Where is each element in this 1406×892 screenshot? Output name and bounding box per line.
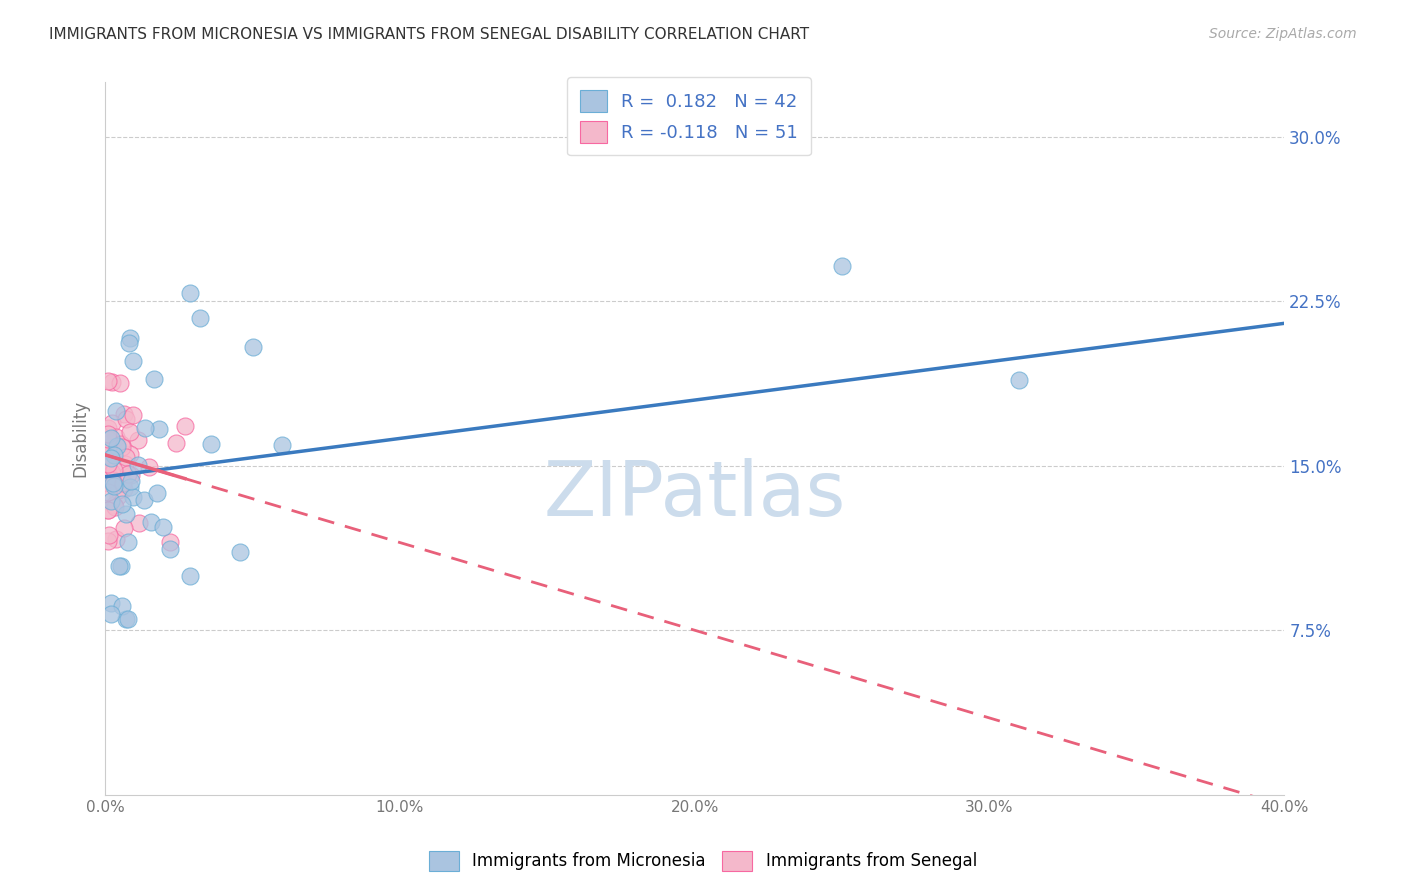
Point	[138, 460, 160, 475]
Point	[114, 411, 136, 425]
Text: ZIPatlas: ZIPatlas	[544, 458, 846, 533]
Point	[134, 493, 156, 508]
Point	[134, 421, 156, 435]
Point	[97, 433, 120, 447]
Point	[118, 425, 141, 439]
Point	[118, 336, 141, 351]
Point	[159, 535, 181, 549]
Point	[101, 375, 124, 389]
Point	[101, 416, 124, 430]
Point	[100, 443, 122, 458]
Point	[100, 596, 122, 610]
Point	[105, 430, 128, 444]
Point	[107, 439, 129, 453]
Point	[120, 468, 142, 483]
Point	[139, 515, 162, 529]
Point	[229, 544, 252, 558]
Point	[1008, 372, 1031, 386]
Point	[120, 474, 142, 488]
Point	[179, 569, 201, 583]
Point	[103, 448, 125, 462]
Point	[112, 521, 135, 535]
Point	[122, 409, 145, 423]
Point	[110, 559, 132, 574]
Point	[127, 433, 149, 447]
Point	[115, 508, 138, 522]
Point	[111, 441, 134, 455]
Point	[110, 436, 132, 450]
Point	[112, 475, 135, 490]
Point	[103, 476, 125, 491]
Point	[107, 483, 129, 497]
Point	[103, 479, 125, 493]
Point	[159, 541, 181, 556]
Point	[143, 372, 166, 386]
Point	[111, 473, 134, 487]
Point	[127, 458, 149, 472]
Point	[165, 435, 187, 450]
Point	[97, 503, 120, 517]
Point	[101, 469, 124, 483]
Legend: R =  0.182   N = 42, R = -0.118   N = 51: R = 0.182 N = 42, R = -0.118 N = 51	[567, 77, 811, 155]
Point	[114, 612, 136, 626]
Point	[105, 439, 128, 453]
Point	[97, 475, 120, 490]
Point	[831, 259, 853, 273]
Point	[118, 480, 141, 494]
Text: Source: ZipAtlas.com: Source: ZipAtlas.com	[1209, 27, 1357, 41]
Point	[242, 340, 264, 354]
Point	[100, 450, 122, 465]
Point	[117, 467, 139, 481]
Point	[101, 473, 124, 487]
Point	[271, 438, 294, 452]
Point	[97, 503, 120, 517]
Point	[100, 607, 122, 622]
Y-axis label: Disability: Disability	[72, 400, 89, 477]
Point	[108, 376, 131, 390]
Point	[173, 418, 195, 433]
Point	[103, 498, 125, 512]
Point	[200, 436, 222, 450]
Point	[100, 431, 122, 445]
Point	[146, 486, 169, 500]
Point	[118, 447, 141, 461]
Point	[111, 497, 134, 511]
Point	[118, 331, 141, 345]
Point	[179, 286, 201, 301]
Point	[97, 427, 120, 442]
Point	[152, 520, 174, 534]
Point	[112, 407, 135, 421]
Point	[97, 466, 120, 480]
Point	[107, 558, 129, 573]
Point	[97, 421, 120, 435]
Point	[122, 490, 145, 504]
Point	[114, 457, 136, 471]
Point	[188, 310, 211, 325]
Point	[117, 535, 139, 549]
Point	[128, 516, 150, 531]
Point	[105, 532, 128, 546]
Point	[100, 466, 122, 480]
Point	[105, 404, 128, 418]
Point	[111, 599, 134, 613]
Point	[98, 448, 121, 462]
Point	[97, 484, 120, 499]
Point	[121, 354, 143, 368]
Legend: Immigrants from Micronesia, Immigrants from Senegal: Immigrants from Micronesia, Immigrants f…	[420, 842, 986, 880]
Point	[97, 472, 120, 486]
Point	[97, 457, 120, 471]
Point	[117, 612, 139, 626]
Point	[104, 500, 127, 514]
Point	[100, 494, 122, 508]
Point	[97, 440, 120, 454]
Point	[98, 527, 121, 541]
Point	[103, 463, 125, 477]
Text: IMMIGRANTS FROM MICRONESIA VS IMMIGRANTS FROM SENEGAL DISABILITY CORRELATION CHA: IMMIGRANTS FROM MICRONESIA VS IMMIGRANTS…	[49, 27, 810, 42]
Point	[107, 489, 129, 503]
Point	[148, 422, 170, 436]
Point	[97, 374, 120, 388]
Point	[97, 534, 120, 549]
Point	[112, 482, 135, 496]
Point	[115, 450, 138, 465]
